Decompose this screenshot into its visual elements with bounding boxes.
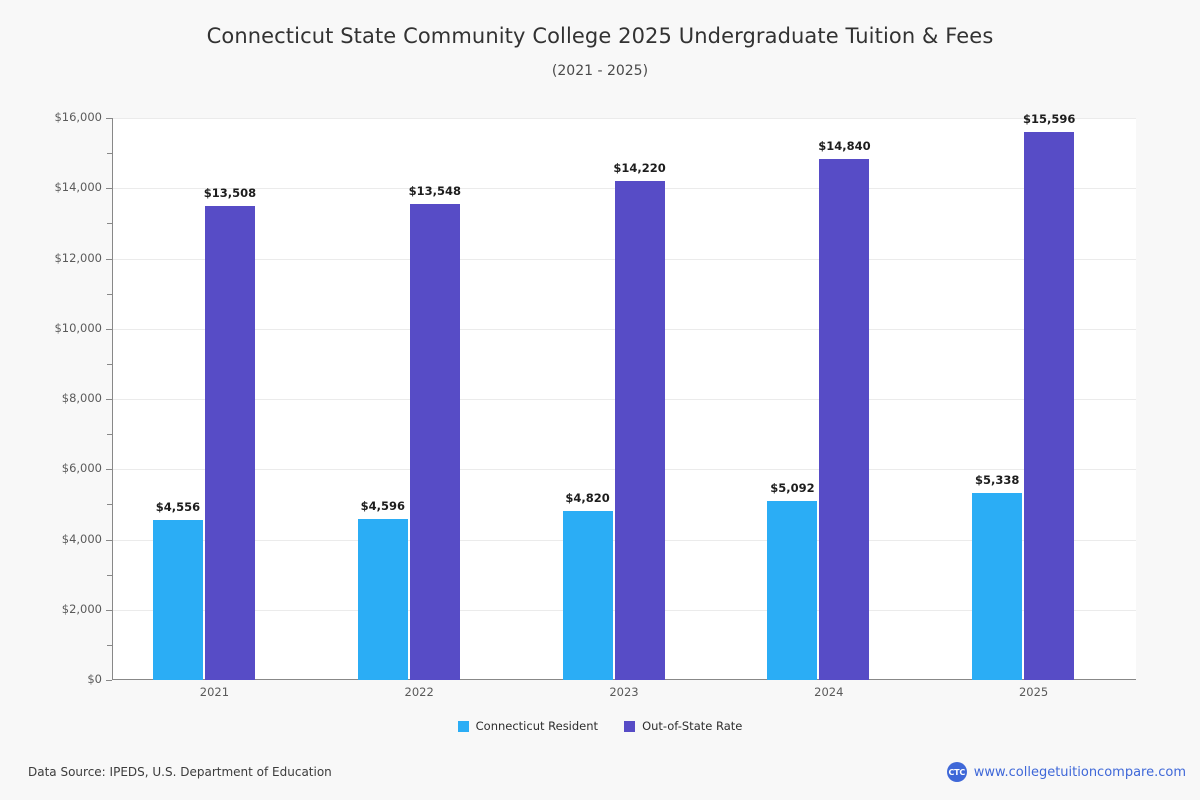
ctc-logo-icon: CTC xyxy=(946,762,967,782)
y-tick-mark xyxy=(107,153,112,155)
gridline xyxy=(113,118,1136,119)
y-axis: $0 $2,000 $4,000 $6,000 $8,000 $10,000 $12,000… xyxy=(0,110,112,686)
y-axis-label: $8,000 xyxy=(61,391,102,405)
y-tick-mark xyxy=(107,644,112,646)
legend-label: Out-of-State Rate xyxy=(642,719,743,733)
y-axis-label: $14,000 xyxy=(54,180,102,195)
y-tick-mark xyxy=(107,223,112,225)
y-tick-mark xyxy=(106,539,112,541)
y-tick-mark xyxy=(106,399,112,400)
y-tick-mark xyxy=(106,609,112,611)
legend-swatch-icon xyxy=(457,720,469,732)
gridline xyxy=(113,328,1136,330)
x-axis: 2021 2022 2023 2024 2025 xyxy=(112,681,1136,707)
y-axis-label: $10,000 xyxy=(54,320,102,335)
legend-item[interactable]: Connecticut Resident xyxy=(457,719,599,733)
x-axis-label: 2024 xyxy=(814,685,844,699)
y-axis-label: $2,000 xyxy=(61,601,102,616)
y-tick-mark xyxy=(106,258,112,260)
y-tick-mark xyxy=(106,118,112,119)
brand-watermark[interactable]: CTC www.collegetuitioncompare.com xyxy=(946,762,1186,782)
legend-swatch-icon xyxy=(624,720,636,732)
chart-title: Connecticut State Community College 2025… xyxy=(206,24,994,48)
y-tick-mark xyxy=(107,574,112,576)
x-axis-label: 2021 xyxy=(199,685,230,699)
y-tick-mark xyxy=(106,680,112,681)
gridline xyxy=(113,539,1136,541)
y-tick-mark xyxy=(107,434,112,436)
legend-label: Connecticut Resident xyxy=(475,719,599,733)
y-tick-mark xyxy=(107,293,112,295)
gridline xyxy=(113,399,1136,400)
y-tick-mark xyxy=(106,188,112,190)
legend-item[interactable]: Out-of-State Rate xyxy=(624,719,742,733)
x-axis-label: 2022 xyxy=(404,685,434,699)
y-tick-mark xyxy=(107,363,112,365)
x-axis-label: 2023 xyxy=(609,685,639,699)
y-axis-label: $6,000 xyxy=(61,461,102,476)
x-axis-label: 2025 xyxy=(1018,685,1049,699)
data-source-note: Data Source: IPEDS, U.S. Department of E… xyxy=(28,765,332,779)
y-tick-mark xyxy=(107,504,112,506)
gridline xyxy=(113,469,1136,471)
y-axis-label: $16,000 xyxy=(54,110,102,124)
gridline xyxy=(113,609,1136,611)
brand-url-link[interactable]: www.collegetuitioncompare.com xyxy=(973,764,1186,780)
plot-area xyxy=(112,118,1136,680)
gridline xyxy=(113,258,1136,260)
y-tick-mark xyxy=(106,328,112,330)
y-axis-label: $4,000 xyxy=(61,531,102,546)
y-axis-label: $0 xyxy=(87,672,102,686)
title-block: Connecticut State Community College 2025… xyxy=(0,22,1200,80)
chart-legend: Connecticut Resident Out-of-State Rate xyxy=(0,719,1200,733)
chart-subtitle: (2021 - 2025) xyxy=(551,63,649,79)
y-axis-label: $12,000 xyxy=(54,250,102,265)
gridline xyxy=(113,188,1136,190)
y-tick-mark xyxy=(106,469,112,471)
